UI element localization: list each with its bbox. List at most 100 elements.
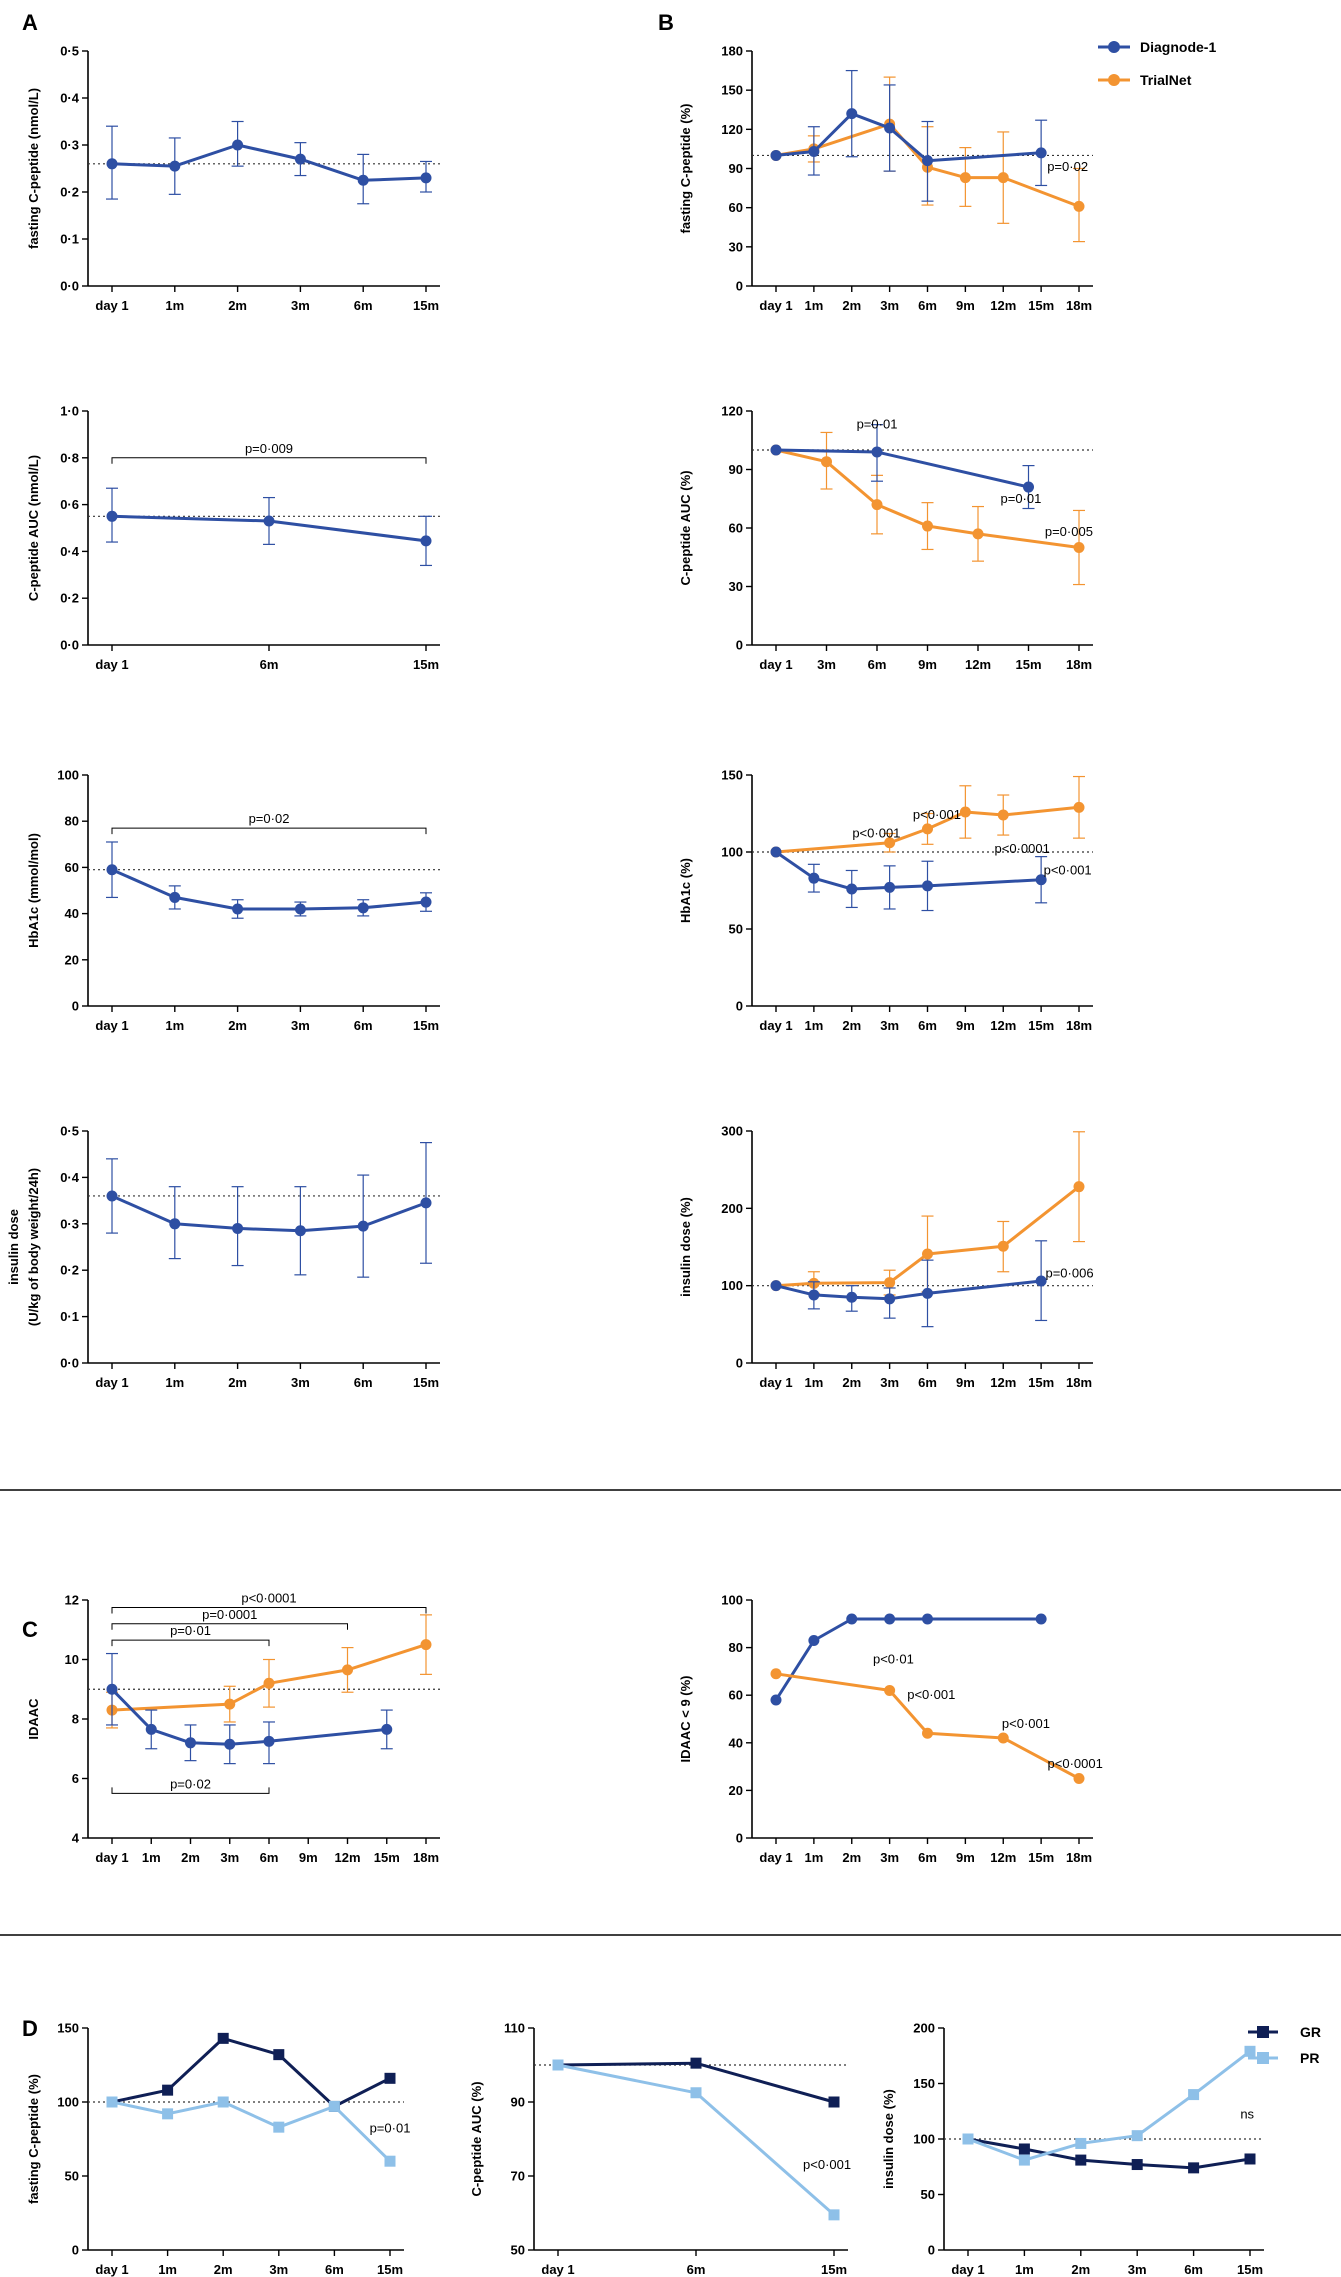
p-value-annotation: p<0·001 [907,1687,955,1702]
p-value-annotation: p<0·001 [803,2157,851,2172]
y-tick-label: 0·4 [60,544,80,559]
x-tick-label: 6m [354,1018,373,1033]
x-tick-label: 9m [956,1850,975,1865]
data-point [871,446,883,458]
y-tick-label: 0·8 [60,450,79,465]
data-point [1131,2130,1143,2142]
y-tick-label: 0·0 [60,279,79,294]
data-point [552,2059,564,2071]
x-tick-label: 6m [868,657,887,672]
y-axis-label: C-peptide AUC (%) [678,470,693,585]
data-point [162,2108,174,2120]
x-tick-label: 3m [880,1018,899,1033]
series-line [775,1185,1080,1288]
series-diagnode-1 [770,1613,1047,1706]
bracket-label: p=0·02 [170,1776,211,1791]
data-point [922,880,933,892]
x-tick-label: 9m [918,657,937,672]
x-tick-label: 3m [220,1850,239,1865]
y-tick-label: 0·2 [60,1263,79,1278]
y-tick-label: 50 [511,2243,525,2258]
legend-marker-diagnode [1108,41,1120,53]
y-axis-label: IDAAC < 9 (%) [678,1675,693,1762]
data-point [922,1287,933,1299]
series-diagnode-1 [106,841,432,919]
y-tick-label: 300 [721,1124,743,1139]
legend-marker-pr [1257,2052,1269,2064]
data-point [997,1732,1009,1744]
x-tick-label: 1m [165,1018,184,1033]
y-tick-label: 0·3 [60,1216,79,1231]
data-point [846,108,858,120]
series-line [111,1194,427,1233]
y-tick-label: 100 [721,1593,743,1608]
series-trialnet [106,1614,432,1729]
chart-5: 0 20 40 60 80 100 day 1 1m 2m 3m 6m 15m HbA1c (mmol/… [26,768,440,1033]
chart-2: 0 30 60 90 120 150 180 day 1 1m 2m 3m 6m 9m 12m 15m 18m… [678,44,1093,313]
x-tick-label: 15m [413,657,439,672]
x-tick-label: 2m [228,1018,247,1033]
series-pr [106,2096,396,2167]
y-tick-label: 100 [57,2095,79,2110]
data-point [420,1639,432,1651]
data-point [185,1737,196,1749]
x-tick-label: 1m [804,1018,823,1033]
x-tick-label: 3m [269,2262,288,2277]
y-tick-label: 10 [65,1652,79,1667]
x-tick-label: 9m [956,1018,975,1033]
data-point [770,444,782,456]
x-tick-label: 1m [1015,2262,1034,2277]
data-point [922,823,933,835]
data-point [381,1723,393,1735]
x-tick-label: 3m [291,1018,310,1033]
y-tick-label: 120 [721,122,743,137]
y-tick-label: 0·4 [60,91,80,106]
x-tick-label: 6m [687,2262,706,2277]
legend-label-pr: PR [1300,2050,1319,2066]
x-tick-label: 1m [804,298,823,313]
data-point [922,520,933,532]
data-point [962,2133,974,2145]
significance-bracket [111,1639,270,1647]
x-tick-label: 18m [413,1850,439,1865]
y-tick-label: 0 [72,2243,79,2258]
y-tick-label: 120 [721,404,743,419]
y-tick-label: 1·0 [60,404,79,419]
data-point [997,809,1009,821]
y-tick-label: 150 [913,2076,935,2091]
data-point [224,1738,236,1750]
p-value-annotation: p<0·01 [873,1652,914,1667]
series-diagnode-1 [106,487,432,567]
p-value-annotation: p<0·0001 [995,841,1050,856]
x-tick-label: 1m [804,1375,823,1390]
series-line [111,2036,391,2108]
x-tick-label: 15m [413,298,439,313]
data-point [871,499,883,511]
data-point [169,1218,181,1230]
y-tick-label: 0 [736,638,743,653]
x-tick-label: 6m [325,2262,344,2277]
x-tick-label: 12m [990,1375,1016,1390]
data-point [1073,200,1085,212]
y-axis-label: HbA1c (mmol/mol) [26,833,41,948]
data-point [922,1613,933,1625]
y-tick-label: 0 [736,279,743,294]
x-tick-label: 9m [956,298,975,313]
data-point [828,2096,840,2108]
x-tick-label: 9m [299,1850,318,1865]
series-line [775,448,1080,549]
y-tick-label: 150 [721,768,743,783]
data-point [1035,147,1047,159]
y-tick-label: 0 [736,1831,743,1846]
data-point [384,2155,396,2167]
series-trialnet [770,431,1085,586]
x-tick-label: 2m [214,2262,233,2277]
chart-7: 0·0 0·1 0·2 0·3 0·4 0·5 day 1 1m 2m 3m 6m 15m insuli… [6,1124,440,1390]
x-tick-label: 15m [1237,2262,1263,2277]
y-tick-label: 20 [729,1783,743,1798]
x-tick-label: 2m [842,1018,861,1033]
x-tick-label: 2m [228,1375,247,1390]
data-point [169,160,181,172]
data-point [846,1291,858,1303]
x-tick-label: day 1 [759,657,792,672]
